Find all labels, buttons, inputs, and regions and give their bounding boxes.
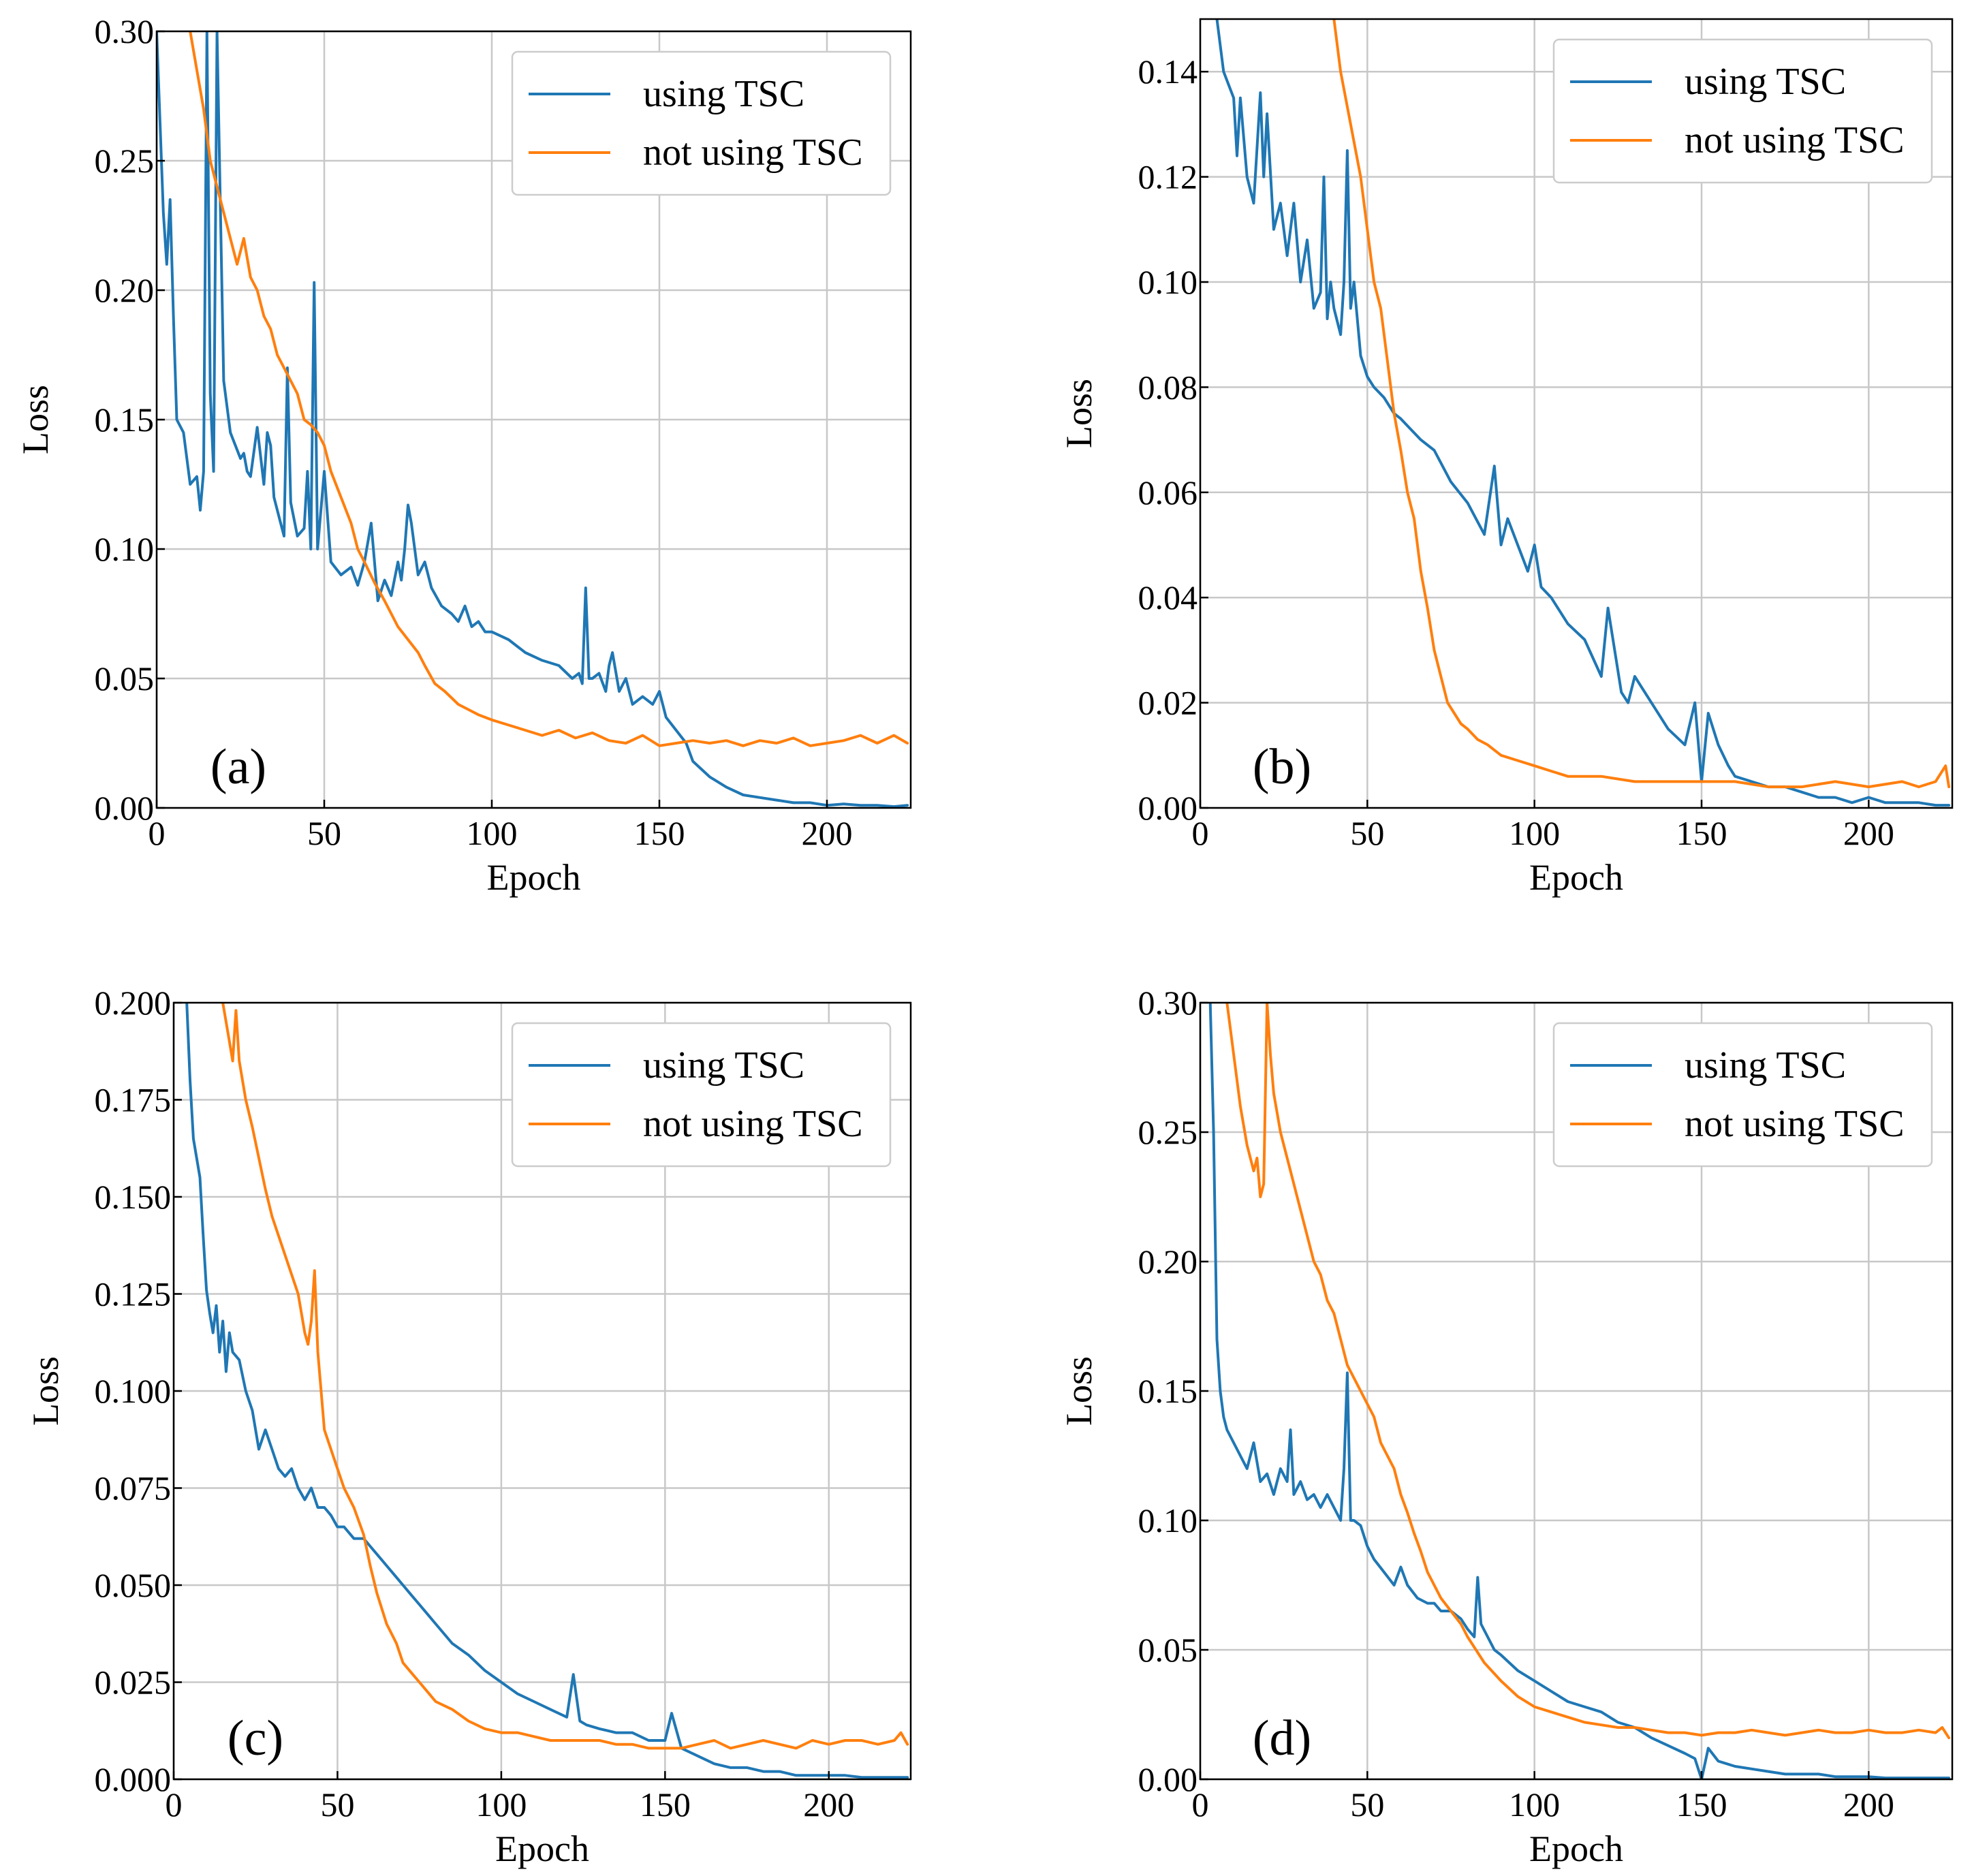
x-tick-label: 100 bbox=[1509, 1785, 1560, 1824]
y-tick-label: 0.30 bbox=[1138, 984, 1198, 1022]
x-axis-label: Epoch bbox=[1529, 857, 1623, 898]
x-tick-label: 100 bbox=[467, 814, 518, 852]
legend-label: not using TSC bbox=[643, 1103, 863, 1145]
x-axis-label: Epoch bbox=[495, 1828, 589, 1869]
x-tick-label: 0 bbox=[1192, 814, 1209, 852]
x-tick-label: 150 bbox=[640, 1785, 691, 1824]
y-tick-label: 0.05 bbox=[95, 659, 155, 698]
series-line-using-tsc bbox=[1208, 1003, 1951, 1779]
series-group bbox=[1215, 19, 1951, 807]
y-tick-label: 0.100 bbox=[95, 1372, 172, 1410]
legend-label: not using TSC bbox=[1685, 119, 1905, 161]
y-tick-label: 0.20 bbox=[1138, 1242, 1198, 1281]
y-tick-label: 0.000 bbox=[95, 1760, 172, 1798]
y-tick-label: 0.05 bbox=[1138, 1631, 1198, 1669]
y-tick-label: 0.15 bbox=[1138, 1372, 1198, 1410]
legend-label: not using TSC bbox=[643, 131, 863, 174]
panel-label: (c) bbox=[228, 1710, 283, 1766]
series-line-using-tsc bbox=[1215, 19, 1951, 807]
legend-box bbox=[511, 50, 892, 196]
legend: using TSC not using TSC bbox=[1552, 38, 1933, 184]
y-tick-label: 0.04 bbox=[1138, 578, 1198, 616]
y-tick-label: 0.25 bbox=[95, 142, 155, 180]
y-tick-label: 0.25 bbox=[1138, 1113, 1198, 1151]
legend-label: not using TSC bbox=[1685, 1103, 1905, 1145]
chart-panel-c: 0 50 100 150 200 0.000 0.025 0.050 0.075 0.100 0.1… bbox=[25, 984, 912, 1869]
panel-label: (b) bbox=[1253, 739, 1311, 795]
y-tick-label: 0.00 bbox=[95, 789, 155, 827]
x-tick-label: 100 bbox=[475, 1785, 527, 1824]
y-tick-label: 0.12 bbox=[1138, 158, 1198, 196]
x-axis-label: Epoch bbox=[1529, 1828, 1623, 1869]
x-tick-label: 150 bbox=[1676, 1785, 1727, 1824]
y-tick-label: 0.050 bbox=[95, 1566, 172, 1604]
series-line-not-using-tsc bbox=[1332, 19, 1951, 789]
legend: using TSC not using TSC bbox=[1552, 1022, 1933, 1168]
series-line-not-using-tsc bbox=[221, 1003, 909, 1750]
x-tick-label: 0 bbox=[166, 1785, 183, 1824]
y-tick-label: 0.06 bbox=[1138, 473, 1198, 512]
legend-label: using TSC bbox=[1685, 1044, 1846, 1086]
legend-label: using TSC bbox=[643, 73, 804, 115]
x-tick-label: 200 bbox=[1843, 814, 1894, 852]
y-tick-label: 0.075 bbox=[95, 1469, 172, 1507]
y-tick-label: 0.10 bbox=[1138, 263, 1198, 301]
series-group bbox=[157, 31, 909, 808]
y-tick-label: 0.02 bbox=[1138, 684, 1198, 722]
chart-panel-a: 0 50 100 150 200 0.00 0.05 0.10 0.15 0.20 0.25 0.30… bbox=[15, 12, 912, 898]
y-tick-label: 0.200 bbox=[95, 984, 172, 1022]
y-axis-label: Loss bbox=[25, 1356, 66, 1426]
y-tick-label: 0.125 bbox=[95, 1275, 172, 1313]
y-tick-label: 0.14 bbox=[1138, 52, 1198, 91]
series-line-using-tsc bbox=[185, 1003, 909, 1779]
y-tick-label: 0.20 bbox=[95, 271, 155, 309]
panel-label: (a) bbox=[210, 739, 266, 795]
series-line-not-using-tsc bbox=[1225, 1003, 1951, 1740]
legend-box bbox=[1552, 38, 1933, 184]
legend-box bbox=[511, 1022, 892, 1168]
y-tick-label: 0.175 bbox=[95, 1081, 172, 1119]
x-tick-label: 0 bbox=[1192, 1785, 1209, 1824]
series-group bbox=[185, 1003, 909, 1779]
x-tick-label: 150 bbox=[634, 814, 685, 852]
panel-label: (d) bbox=[1253, 1710, 1311, 1766]
legend: using TSC not using TSC bbox=[511, 1022, 892, 1168]
x-tick-label: 100 bbox=[1509, 814, 1560, 852]
y-axis-label: Loss bbox=[1059, 379, 1099, 448]
y-tick-label: 0.025 bbox=[95, 1663, 172, 1702]
chart-panel-b: 0 50 100 150 200 0.00 0.02 0.04 0.06 0.08 0.10 0.12… bbox=[1059, 18, 1954, 898]
chart-panel-d: 0 50 100 150 200 0.00 0.05 0.10 0.15 0.20 0.25 0.30… bbox=[1059, 984, 1954, 1869]
x-tick-label: 200 bbox=[1843, 1785, 1894, 1824]
y-tick-label: 0.08 bbox=[1138, 368, 1198, 406]
legend-label: using TSC bbox=[1685, 61, 1846, 103]
y-tick-label: 0.10 bbox=[1138, 1501, 1198, 1539]
x-tick-label: 150 bbox=[1676, 814, 1727, 852]
series-line-using-tsc bbox=[157, 31, 909, 808]
legend-label: using TSC bbox=[643, 1044, 804, 1086]
y-axis-label: Loss bbox=[15, 385, 56, 454]
x-tick-label: 200 bbox=[802, 814, 853, 852]
x-tick-label: 0 bbox=[148, 814, 166, 852]
y-tick-label: 0.00 bbox=[1138, 789, 1198, 827]
series-group bbox=[1208, 1003, 1951, 1779]
y-tick-label: 0.15 bbox=[95, 401, 155, 439]
x-axis-label: Epoch bbox=[487, 857, 581, 898]
legend: using TSC not using TSC bbox=[511, 50, 892, 196]
x-tick-label: 200 bbox=[803, 1785, 854, 1824]
axes-frame bbox=[1199, 18, 1954, 809]
legend-box bbox=[1552, 1022, 1933, 1168]
y-tick-label: 0.10 bbox=[95, 530, 155, 568]
x-tick-label: 50 bbox=[1350, 814, 1384, 852]
y-tick-label: 0.00 bbox=[1138, 1760, 1198, 1798]
x-tick-label: 50 bbox=[1350, 1785, 1384, 1824]
y-tick-label: 0.30 bbox=[95, 12, 155, 50]
x-tick-label: 50 bbox=[307, 814, 341, 852]
series-line-not-using-tsc bbox=[189, 31, 909, 747]
x-tick-label: 50 bbox=[320, 1785, 354, 1824]
y-tick-label: 0.150 bbox=[95, 1178, 172, 1216]
y-axis-label: Loss bbox=[1059, 1356, 1099, 1426]
